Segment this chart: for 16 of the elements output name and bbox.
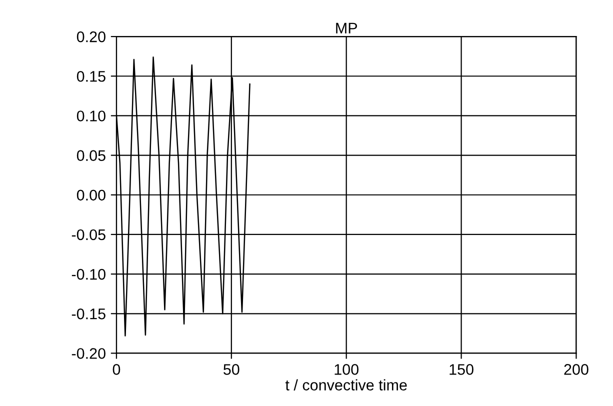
- y-tick-label: 0.05: [76, 150, 106, 161]
- x-axis-title: t / convective time: [285, 379, 407, 390]
- x-tick-label: 100: [334, 364, 358, 375]
- x-tick-label: 200: [564, 364, 588, 375]
- y-tick-label: -0.05: [72, 229, 106, 240]
- x-tick-label: 50: [224, 364, 240, 375]
- y-tick-label: 0.15: [76, 70, 106, 82]
- y-tick-label: 0.10: [76, 110, 106, 122]
- y-tick-label: 0.00: [76, 190, 106, 201]
- y-tick-label: -0.20: [72, 348, 106, 359]
- x-tick-label: 150: [450, 364, 474, 375]
- y-tick-label: 0.20: [76, 31, 106, 42]
- x-tick-label: 0: [112, 364, 120, 375]
- y-tick-label: -0.10: [72, 268, 106, 280]
- chart-title: MP: [336, 22, 357, 34]
- y-tick-label: -0.15: [72, 308, 106, 320]
